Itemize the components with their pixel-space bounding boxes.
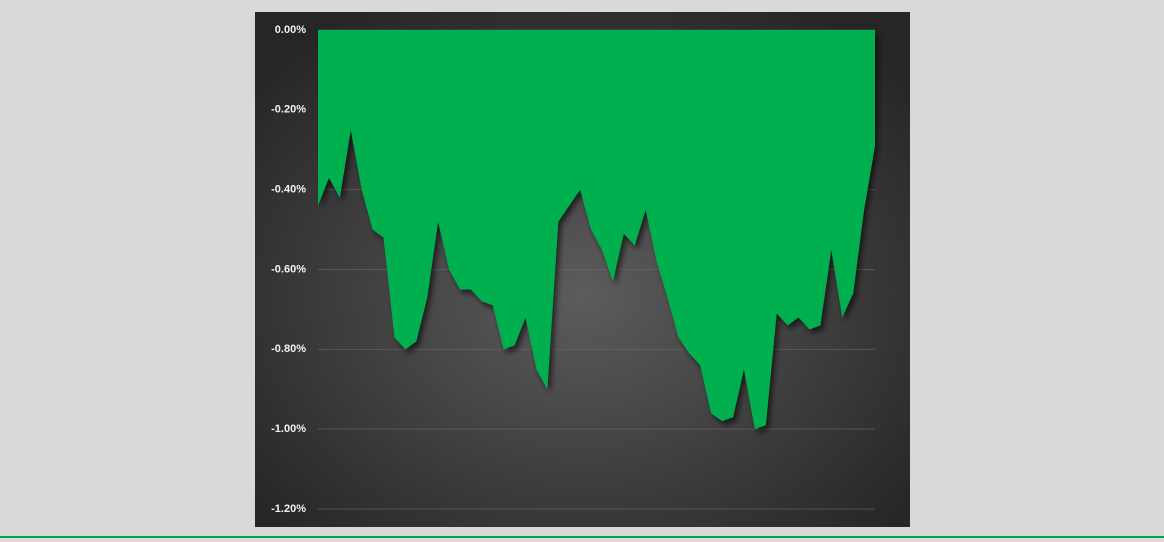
y-tick-label: -0.80% <box>271 343 306 355</box>
y-tick-label: -1.20% <box>271 503 306 515</box>
area <box>318 30 875 430</box>
y-tick-label: 0.00% <box>275 24 306 36</box>
y-tick-label: -1.00% <box>271 423 306 435</box>
y-tick-label: -0.40% <box>271 184 306 196</box>
bottom-border <box>0 536 1164 538</box>
y-tick-label: -0.20% <box>271 104 306 116</box>
y-tick-label: -0.60% <box>271 263 306 275</box>
